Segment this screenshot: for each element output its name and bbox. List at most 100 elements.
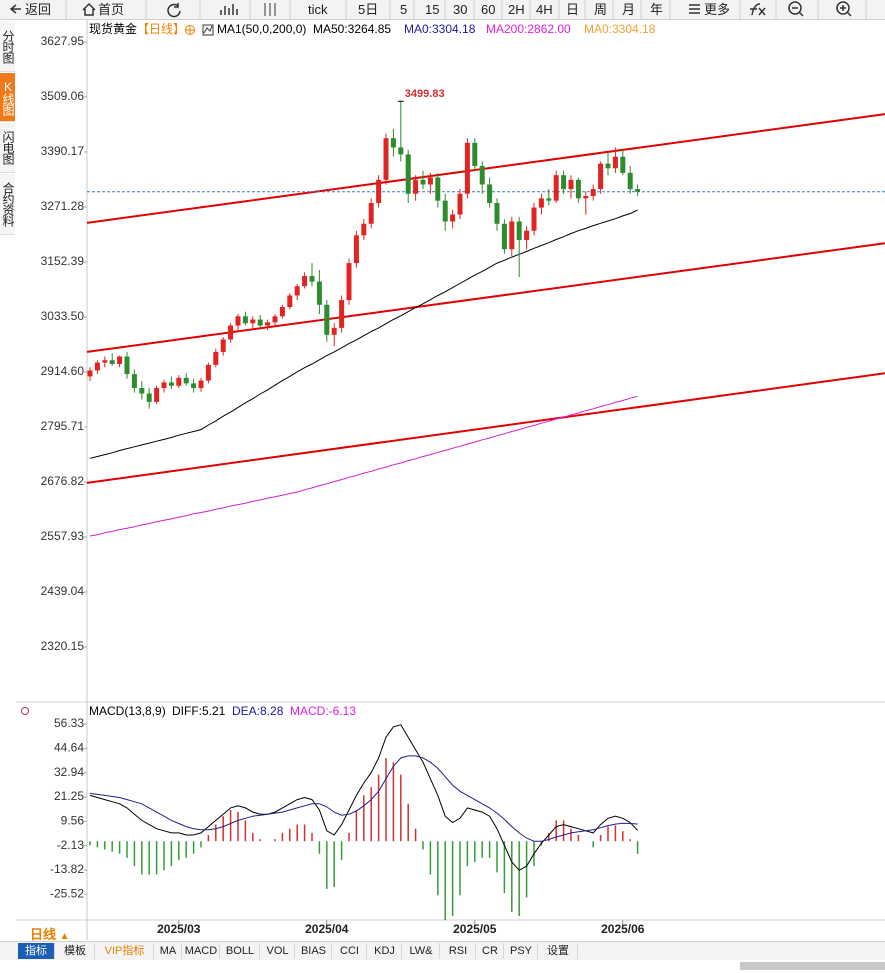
y-tick-label: 3390.17: [41, 144, 85, 158]
bottom-tab[interactable]: VOL: [261, 943, 295, 959]
toolbar-separator: [65, 0, 867, 19]
candle-body: [205, 364, 211, 381]
refresh-icon[interactable]: [167, 3, 181, 18]
candle-body: [509, 221, 515, 250]
indicator-icon: [203, 25, 213, 34]
candle-body: [457, 193, 463, 215]
candle-body: [546, 198, 552, 201]
bottom-tab[interactable]: VIP指标: [96, 943, 154, 959]
ma-line: [89, 209, 638, 459]
bottom-tab[interactable]: BOLL: [221, 943, 260, 959]
candle-body: [464, 142, 470, 194]
toolbar: 返回 首页 tick 5日 5 15 30 60 2H 4H 日周月年 更多: [0, 0, 885, 20]
candle-body: [427, 177, 433, 185]
toolbar-button[interactable]: tick: [308, 2, 328, 17]
indicator-label: MA0:3304.18: [404, 22, 476, 36]
bottom-tab[interactable]: RSI: [441, 943, 476, 959]
menu-icon[interactable]: [689, 4, 700, 14]
toolbar-button[interactable]: 更多: [704, 2, 731, 17]
toolbar-icons: [9, 0, 867, 19]
toolbar-button[interactable]: 首页: [98, 2, 125, 17]
candle-body: [87, 370, 93, 377]
zoom-in-icon[interactable]: [836, 1, 850, 15]
candle-body: [176, 377, 182, 386]
zoom-out-icon[interactable]: [788, 1, 802, 15]
candle-body: [605, 163, 611, 169]
toolbar-button[interactable]: 返回: [25, 2, 52, 17]
candle-body: [553, 175, 559, 201]
scrollbar-thumb[interactable]: [740, 962, 885, 970]
indicator-label: MA200:2862.00: [486, 22, 571, 36]
toolbar-button[interactable]: 30: [453, 2, 468, 17]
bottom-tab[interactable]: PSY: [505, 943, 538, 959]
candle-body: [524, 230, 530, 240]
bottom-tab[interactable]: 设置: [539, 943, 578, 959]
candle-body: [612, 156, 618, 169]
period-arrow: ▲: [59, 931, 70, 942]
home-icon[interactable]: [82, 2, 96, 16]
side-tab[interactable]: 合约资料: [0, 174, 15, 235]
toolbar-button[interactable]: 月: [622, 2, 636, 17]
candle-body: [265, 322, 271, 326]
side-tab[interactable]: K线图: [0, 73, 15, 122]
add-icon[interactable]: [185, 25, 195, 35]
bottom-tab[interactable]: KDJ: [368, 943, 402, 959]
candle-body: [420, 179, 426, 185]
bottom-tab[interactable]: CR: [477, 943, 504, 959]
candle-body: [220, 339, 226, 352]
side-tab[interactable]: 闪电图: [0, 123, 15, 173]
bar-icon[interactable]: [220, 4, 238, 15]
toolbar-button[interactable]: 15: [425, 2, 440, 17]
macd-line: [89, 724, 638, 871]
y-tick-label: 2320.15: [41, 639, 85, 653]
bottom-tab[interactable]: 指标: [18, 943, 55, 959]
candle-body: [309, 276, 315, 282]
candle-body: [368, 202, 374, 224]
candle-body: [339, 300, 345, 328]
y-tick-label: 21.25: [54, 789, 84, 803]
fx-icon[interactable]: [750, 3, 766, 16]
candle-body: [139, 388, 145, 394]
candle-body: [390, 138, 396, 148]
indicator-icon[interactable]: [202, 24, 214, 36]
bottom-tab[interactable]: BIAS: [296, 943, 332, 959]
y-tick-label: 3033.50: [41, 309, 85, 323]
toolbar-button[interactable]: 5: [400, 2, 408, 17]
toolbar-button[interactable]: 4H: [536, 2, 553, 17]
y-tick-label: -2.13: [57, 838, 85, 852]
bottom-tab[interactable]: CCI: [333, 943, 367, 959]
y-tick-label: 2676.82: [41, 474, 85, 488]
toolbar-button[interactable]: 2H: [508, 2, 525, 17]
candle-body: [124, 356, 130, 375]
y-tick-label: 3627.95: [41, 34, 85, 48]
bottom-tab[interactable]: MACD: [183, 943, 220, 959]
candle-body: [242, 316, 248, 324]
period-button[interactable]: 日线 ▲: [30, 924, 70, 943]
candle-body: [331, 327, 337, 335]
back-icon[interactable]: [9, 4, 21, 14]
candle-body: [568, 179, 574, 190]
toolbar-button[interactable]: 60: [481, 2, 496, 17]
toolbar-button[interactable]: 年: [650, 2, 664, 17]
candle-body: [287, 295, 293, 308]
bottom-tab[interactable]: LW&: [403, 943, 440, 959]
candle-body: [257, 319, 263, 326]
bottom-tab[interactable]: 模板: [56, 943, 95, 959]
candle-body: [479, 165, 485, 185]
candle-icon[interactable]: [264, 3, 276, 16]
toolbar-button[interactable]: 5日: [358, 2, 379, 17]
y-tick-label: -25.52: [50, 886, 84, 900]
y-tick-label: 56.33: [54, 716, 84, 730]
settings-icon[interactable]: [21, 707, 29, 715]
candle-body: [361, 223, 367, 236]
ma-line: [89, 395, 638, 537]
toolbar-button[interactable]: 周: [594, 2, 608, 17]
indicator-label: MA1(50,0,200,0): [217, 22, 306, 36]
x-tick-label: 2025/06: [601, 922, 645, 936]
bottom-tab[interactable]: MA: [155, 943, 182, 959]
indicator-label: MACD(13,8,9): [89, 704, 166, 718]
toolbar-button[interactable]: 日: [566, 2, 580, 17]
side-tab[interactable]: 分时图: [0, 21, 15, 72]
y-tick-label: 3509.06: [41, 89, 85, 103]
